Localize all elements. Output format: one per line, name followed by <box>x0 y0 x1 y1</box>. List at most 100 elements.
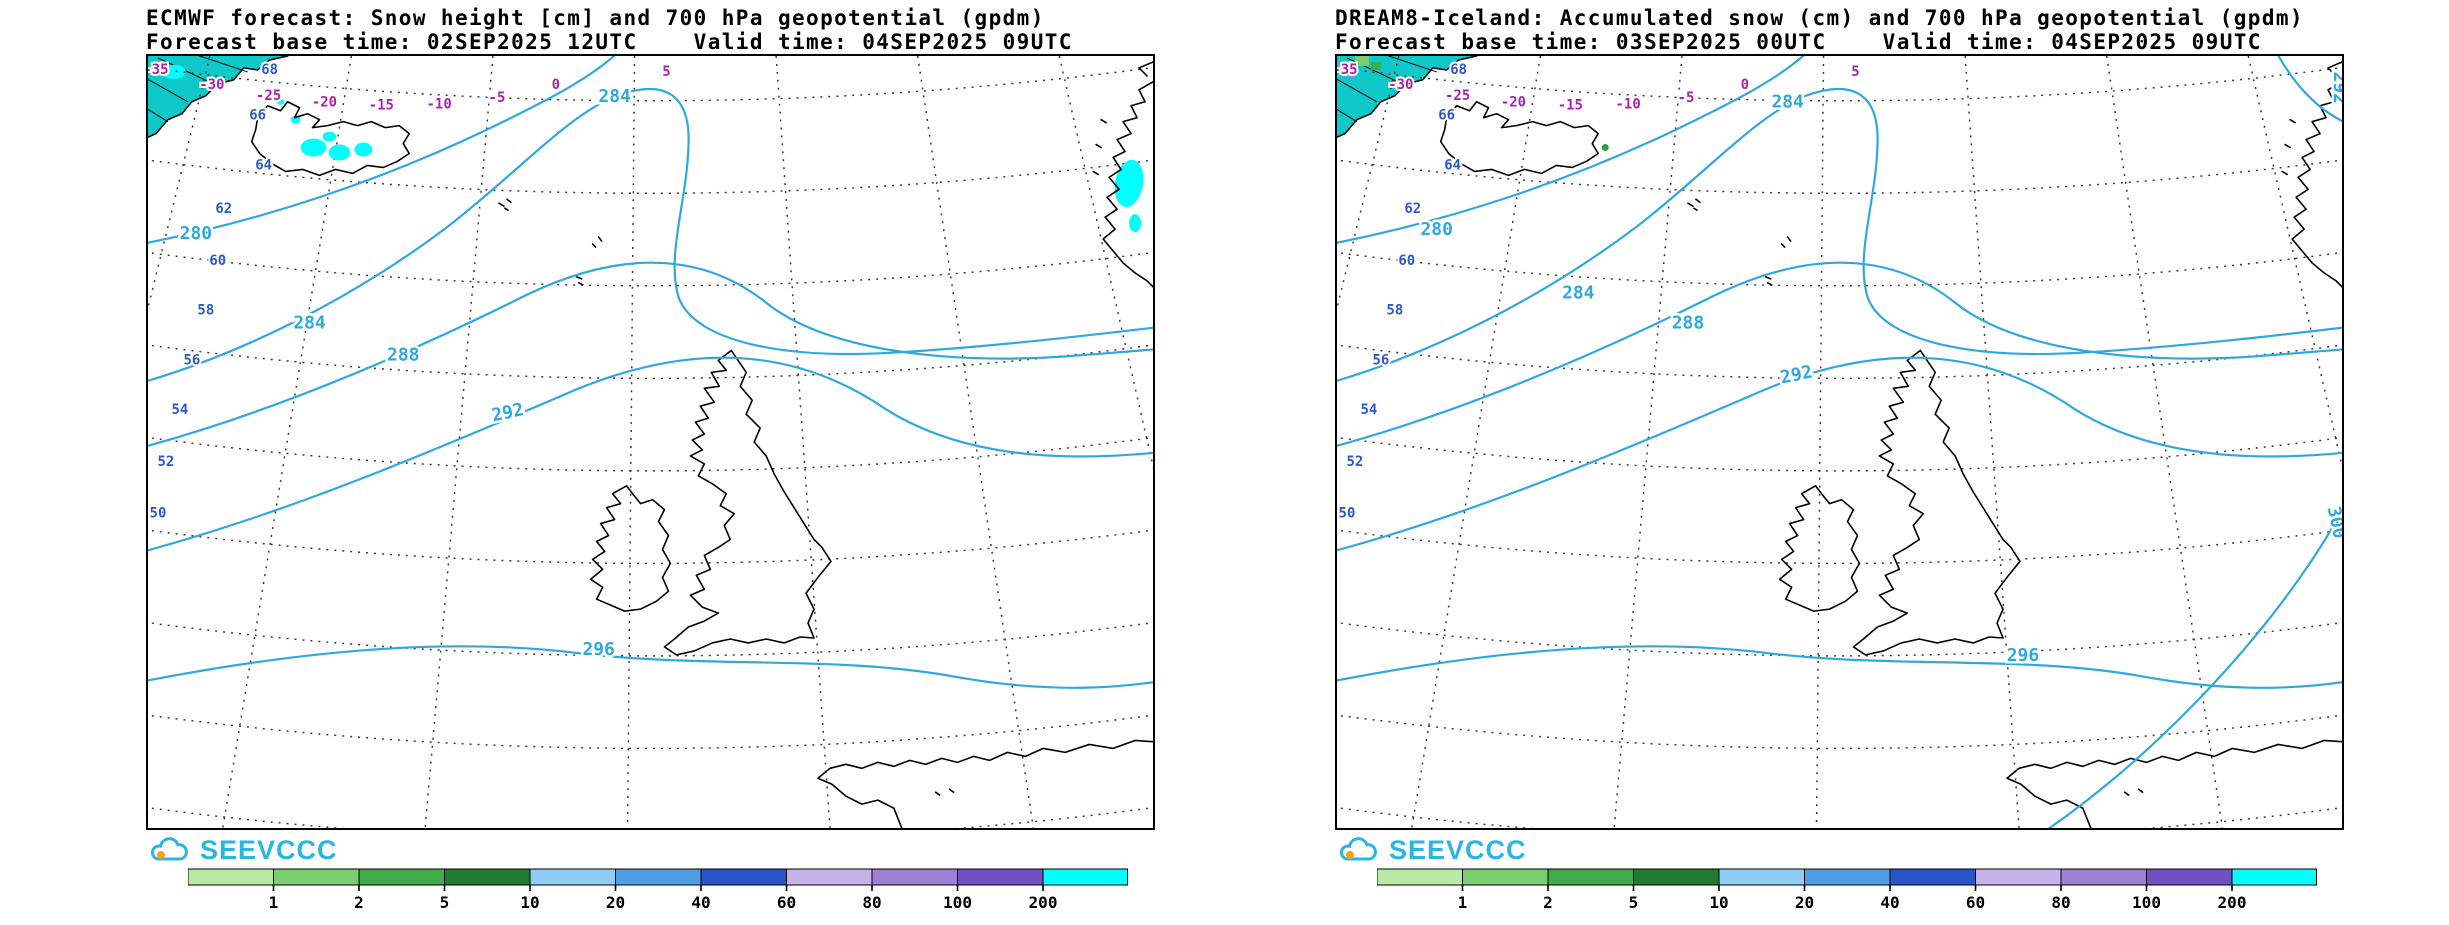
colorbar-segment <box>273 868 360 886</box>
colorbar-segment <box>2146 868 2233 886</box>
colorbar-tick-label: 200 <box>1029 893 1058 912</box>
geopotential-label: 280 <box>180 223 212 244</box>
france-coastline <box>2006 739 2342 828</box>
colorbar-segment <box>187 868 274 886</box>
contour-296 <box>1337 645 2342 689</box>
weather-map-ecmwf: 284 280 284 288 292 296 -35 -30 -25 -20 … <box>148 56 1153 828</box>
snow-colorbar: 1 2 5 10 20 40 60 80 100 200 <box>1376 868 2317 912</box>
colorbar-tick-label: 5 <box>440 893 450 912</box>
colorbar-segment <box>615 868 702 886</box>
panel-title: DREAM8-Iceland: Accumulated snow (cm) an… <box>1335 6 2304 30</box>
snow-patch <box>322 131 337 142</box>
longitude-label: -25 <box>256 88 281 104</box>
longitude-label: -35 <box>148 62 169 78</box>
colorbar-ticks <box>272 885 1044 891</box>
logo-row: SEEVCCC <box>146 835 1151 865</box>
contour-288 <box>148 261 1153 451</box>
colorbar-segment <box>1889 868 1976 886</box>
colorbar-tick-label: 10 <box>1709 893 1728 912</box>
longitude-label: -35 <box>1337 62 1358 78</box>
snow-patch <box>1114 159 1144 207</box>
longitude-label: -30 <box>199 77 224 93</box>
geopotential-label: 288 <box>1672 313 1704 334</box>
graticule-parallels <box>148 65 1153 828</box>
colorbar-tick-label: 5 <box>1629 893 1639 912</box>
contour-292 <box>148 356 1153 555</box>
longitude-label: -30 <box>1388 77 1413 93</box>
geopotential-label: 284 <box>1562 283 1594 304</box>
colorbar-tick-label: 20 <box>1795 893 1814 912</box>
colorbar-wrap: 1 2 5 10 20 40 60 80 100 200 <box>187 868 1151 916</box>
snow-patches-norway <box>1114 159 1144 233</box>
colorbar-wrap: 1 2 5 10 20 40 60 80 100 200 <box>1376 868 2340 916</box>
colorbar-segment <box>700 868 787 886</box>
snow-patch <box>1346 69 1355 77</box>
colorbar-tick-label: 200 <box>2218 893 2247 912</box>
geopotential-label: 300 <box>2323 504 2342 540</box>
graticule-meridians <box>148 56 1153 828</box>
latitude-label: 64 <box>255 157 272 173</box>
latitude-label: 62 <box>215 201 232 217</box>
longitude-label: -20 <box>1501 95 1526 111</box>
panel-ecmwf: ECMWF forecast: Snow height [cm] and 700… <box>146 0 1155 916</box>
colorbar-segment <box>1462 868 1549 886</box>
colorbar-tick-label: 40 <box>691 893 710 912</box>
weather-map-dream8: 284 280 284 288 292 296 292 300 -35 -30 … <box>1337 56 2342 828</box>
longitude-label: -5 <box>1678 90 1695 106</box>
geopotential-label: 284 <box>293 313 325 334</box>
geopotential-label: 284 <box>1771 92 1803 113</box>
latitude-label: 68 <box>261 62 278 78</box>
latitude-label: 62 <box>1404 201 1421 217</box>
panel-dream8: DREAM8-Iceland: Accumulated snow (cm) an… <box>1335 0 2344 916</box>
seevccc-logo-text: SEEVCCC <box>1389 834 1527 865</box>
snow-patch <box>1370 61 1381 70</box>
snow-patch <box>1354 56 1369 66</box>
latitude-label: 60 <box>1398 253 1415 269</box>
latitude-label: 56 <box>183 352 200 368</box>
longitude-label: -25 <box>1445 88 1470 104</box>
snow-patch <box>354 142 373 157</box>
colorbar-ticks <box>1461 885 2233 891</box>
colorbar-segment <box>786 868 873 886</box>
france-coastline <box>817 739 1153 828</box>
panel-dream8-titles: DREAM8-Iceland: Accumulated snow (cm) an… <box>1335 0 2344 54</box>
colorbar-tick-label: 1 <box>269 893 279 912</box>
geopotential-label: 292 <box>2329 72 2342 104</box>
contour-292-corner <box>2277 56 2342 123</box>
latitude-label: 56 <box>1372 352 1389 368</box>
great-britain-coastline <box>663 349 832 656</box>
geopotential-label: 284 <box>598 86 630 107</box>
colorbar-tick-label: 60 <box>1966 893 1985 912</box>
colorbar-tick-label: 10 <box>520 893 539 912</box>
colorbar-segment <box>1376 868 1463 886</box>
colorbar-tick-label: 40 <box>1880 893 1899 912</box>
panel-ecmwf-titles: ECMWF forecast: Snow height [cm] and 700… <box>146 0 1155 54</box>
colorbar-tick-label: 80 <box>862 893 881 912</box>
snow-patch <box>290 115 301 124</box>
latitude-label: 66 <box>1438 108 1455 124</box>
colorbar-segment <box>2060 868 2147 886</box>
colorbar-segment <box>358 868 445 886</box>
longitude-label: 0 <box>552 77 560 93</box>
latitude-label: 50 <box>1339 506 1356 522</box>
snow-patches-iceland <box>276 98 373 161</box>
colorbar-tick-label: 1 <box>1458 893 1468 912</box>
latitude-label: 58 <box>1386 303 1403 319</box>
orange-dot <box>157 851 165 859</box>
panel-footer: SEEVCCC 1 2 5 <box>146 835 1151 916</box>
snow-patch <box>276 98 285 105</box>
colorbar-tick-label: 80 <box>2051 893 2070 912</box>
latitude-label: 52 <box>1347 454 1364 470</box>
snow-patches-greenland <box>1346 56 1381 77</box>
panel-subtitle: Forecast base time: 03SEP2025 00UTC Vali… <box>1335 30 2262 54</box>
latitude-label: 64 <box>1444 157 1461 173</box>
colorbar-segment <box>1633 868 1720 886</box>
longitude-label: -5 <box>489 90 506 106</box>
seevccc-cloud-logo-icon <box>1339 837 1377 861</box>
geopotential-label: 292 <box>1778 361 1814 388</box>
geopotential-label: 296 <box>582 639 614 660</box>
longitude-label: -15 <box>1558 98 1583 114</box>
colorbar-tick-label: 2 <box>354 893 364 912</box>
panel-title: ECMWF forecast: Snow height [cm] and 700… <box>146 6 1045 30</box>
